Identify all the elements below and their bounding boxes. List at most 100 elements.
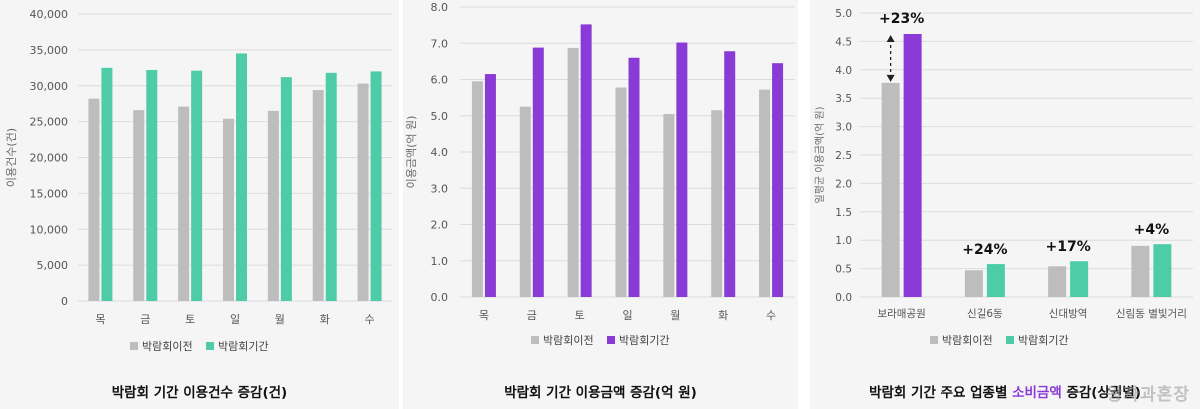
chart-title: 박람회 기간 이용건수 증감(건) xyxy=(111,385,288,401)
x-tick-label: 토 xyxy=(185,313,195,326)
change-annotation: +4% xyxy=(1134,222,1170,238)
y-tick-label: 10,000 xyxy=(30,223,69,236)
bar-박람회이전-신대방역 xyxy=(1048,266,1067,297)
change-annotation: +23% xyxy=(879,11,924,27)
y-tick-label: 2.5 xyxy=(835,150,852,162)
bar-박람회기간-수 xyxy=(370,71,382,302)
y-tick-label: 3.5 xyxy=(835,93,852,105)
legend-label: 박람회이전 xyxy=(543,334,594,347)
y-axis-label: 일평균 이용금액(억 원) xyxy=(814,106,826,203)
x-tick-label: 토 xyxy=(575,309,585,322)
y-tick-label: 2.0 xyxy=(835,178,852,190)
x-tick-label: 목 xyxy=(479,309,489,322)
bar-박람회기간-월 xyxy=(676,42,688,298)
y-tick-label: 2.0 xyxy=(431,219,449,232)
bar-박람회기간-목 xyxy=(101,67,113,301)
legend-swatch xyxy=(930,336,938,344)
x-tick-label: 신대방역 xyxy=(1049,308,1088,320)
x-tick-label: 금 xyxy=(140,313,150,326)
district-spending-chart: 0.0 0.5 1.0 1.5 2.0 2.5 3.0 3.5 4.0 4.5 5.0 일평균 이용금… xyxy=(814,8,1193,347)
y-tick-label: 40,000 xyxy=(30,8,69,21)
bar-박람회이전-신길6동 xyxy=(964,270,983,297)
bar-박람회이전-토 xyxy=(178,106,190,302)
legend-label: 박람회기간 xyxy=(1018,334,1069,347)
title-part-3: 증감(상권별) xyxy=(1061,385,1141,401)
x-tick-label: 일 xyxy=(622,308,632,322)
change-annotation: +24% xyxy=(962,242,1007,258)
arrow-head-up-icon xyxy=(886,35,895,43)
bar-박람회이전-수 xyxy=(357,83,369,301)
y-tick-label: 15,000 xyxy=(30,187,69,200)
y-tick-label: 0.0 xyxy=(835,292,852,304)
x-tick-label: 금 xyxy=(527,309,537,322)
legend-swatch xyxy=(206,342,214,350)
bar-박람회기간-화 xyxy=(724,51,736,297)
y-axis-label: 이용금액(억 원) xyxy=(405,116,418,189)
legend-label: 박람회기간 xyxy=(619,334,670,347)
legend-label: 박람회이전 xyxy=(142,340,193,353)
x-tick-label: 신길6동 xyxy=(967,307,1003,320)
change-annotation: +17% xyxy=(1046,239,1091,255)
x-tick-label: 일 xyxy=(230,312,240,326)
x-tick-label: 보라매공원 xyxy=(877,308,925,320)
bar-박람회이전-수 xyxy=(759,89,771,298)
y-tick-label: 5.0 xyxy=(835,8,852,20)
title-part-highlight: 소비금액 xyxy=(1012,385,1062,401)
bar-박람회이전-토 xyxy=(567,47,579,298)
chart-title: 박람회 기간 이용금액 증감(억 원) xyxy=(504,385,697,401)
y-tick-label: 5.0 xyxy=(431,110,449,123)
y-tick-label: 6.0 xyxy=(431,74,449,87)
y-tick-label: 25,000 xyxy=(30,116,69,129)
x-tick-label: 수 xyxy=(766,309,776,322)
bar-박람회기간-보라매공원 xyxy=(903,34,922,298)
y-tick-label: 0.5 xyxy=(835,264,852,276)
bar-박람회기간-신대방역 xyxy=(1070,261,1089,297)
y-tick-label: 4.0 xyxy=(835,65,852,77)
bar-박람회이전-금 xyxy=(133,110,145,302)
watermark: 왕자과혼장 xyxy=(1106,385,1190,405)
y-tick-label: 0.0 xyxy=(431,291,449,304)
bar-박람회기간-목 xyxy=(484,74,496,297)
bar-박람회기간-일 xyxy=(236,53,247,302)
bar-박람회이전-금 xyxy=(519,106,531,297)
y-tick-label: 1.0 xyxy=(431,255,449,268)
bar-박람회이전-월 xyxy=(267,110,279,301)
y-tick-label: 7.0 xyxy=(431,37,449,50)
bar-박람회이전-보라매공원 xyxy=(881,82,900,297)
bar-박람회기간-화 xyxy=(325,72,337,302)
chart-panel-usage-count: 0 5,000 10,000 15,000 20,000 25,000 30,000 35,0… xyxy=(0,0,399,409)
legend-label: 박람회이전 xyxy=(942,334,993,347)
arrow-head-down-icon xyxy=(886,74,895,82)
chart-title: 박람회 기간 주요 업종별 소비금액 증감(상권별) xyxy=(810,381,1200,401)
legend-label: 박람회기간 xyxy=(218,340,269,353)
usage-amount-chart: 0.0 1.0 2.0 3.0 4.0 5.0 6.0 7.0 8.0 이용금액(억 원) 목 금 토 일… xyxy=(405,1,795,347)
legend-swatch xyxy=(1006,336,1014,344)
y-tick-label: 4.0 xyxy=(431,146,449,159)
y-tick-label: 5,000 xyxy=(37,259,69,272)
bar-박람회기간-일 xyxy=(628,57,640,297)
bar-박람회이전-목 xyxy=(471,81,483,297)
bar-박람회이전-월 xyxy=(663,113,675,297)
bar-박람회이전-일 xyxy=(223,118,234,301)
y-tick-label: 20,000 xyxy=(30,152,69,165)
x-tick-label: 화 xyxy=(320,313,330,326)
bar-박람회기간-금 xyxy=(146,69,158,301)
bar-박람회이전-신림동 별빛거리 xyxy=(1131,245,1150,297)
y-tick-label: 8.0 xyxy=(431,1,449,14)
legend-swatch xyxy=(130,342,138,350)
bar-박람회이전-목 xyxy=(88,98,100,301)
bar-박람회이전-일 xyxy=(615,87,627,297)
y-tick-label: 0 xyxy=(61,295,68,308)
y-tick-label: 1.0 xyxy=(835,235,852,247)
x-tick-label: 수 xyxy=(365,313,375,326)
bar-박람회기간-신길6동 xyxy=(986,264,1005,297)
y-tick-label: 35,000 xyxy=(30,44,69,57)
bar-박람회이전-화 xyxy=(312,90,324,302)
bar-박람회기간-토 xyxy=(191,70,203,302)
usage-count-chart: 0 5,000 10,000 15,000 20,000 25,000 30,000 35,0… xyxy=(5,8,392,353)
y-tick-label: 3.0 xyxy=(835,122,852,134)
x-tick-label: 월 xyxy=(275,313,285,326)
bar-박람회이전-화 xyxy=(711,110,723,297)
bar-박람회기간-신림동 별빛거리 xyxy=(1153,244,1172,297)
bar-박람회기간-금 xyxy=(532,47,544,297)
